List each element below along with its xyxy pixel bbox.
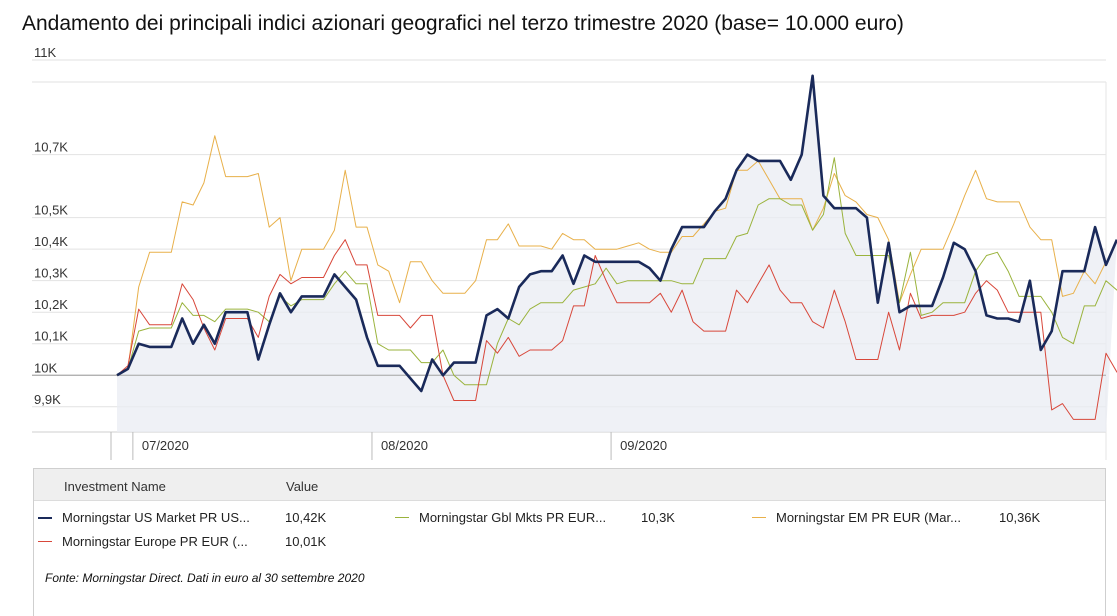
legend-value-em: 10,36K <box>999 510 1041 525</box>
y-tick-label: 10K <box>34 360 57 375</box>
series-line-morningstar-us-market-pr-us <box>116 74 1117 393</box>
area-fill-us-market <box>117 75 1117 433</box>
legend-panel: Investment Name Value Morningstar US Mar… <box>33 468 1106 616</box>
legend-swatch-em <box>752 517 766 518</box>
legend-name-europe: Morningstar Europe PR EUR (... <box>62 534 248 549</box>
legend-header: Investment Name Value <box>34 469 1105 501</box>
y-tick-label: 10,1K <box>34 329 68 344</box>
x-tick-label: 09/2020 <box>620 438 667 453</box>
legend-value-gbl: 10,3K <box>641 510 675 525</box>
x-tick-label: 08/2020 <box>381 438 428 453</box>
col-value: Value <box>286 479 319 494</box>
y-tick-label: 11K <box>34 45 56 60</box>
y-tick-label: 10,7K <box>34 140 68 155</box>
legend-swatch-us <box>38 517 52 519</box>
legend-row-1: Morningstar US Market PR US... 10,42K Mo… <box>34 506 1104 530</box>
series-line-morningstar-europe-pr-eur <box>116 239 1117 420</box>
source-note: Fonte: Morningstar Direct. Dati in euro … <box>45 571 365 585</box>
y-tick-label: 10,2K <box>34 297 68 312</box>
legend-swatch-europe <box>38 541 52 542</box>
legend-name-em: Morningstar EM PR EUR (Mar... <box>776 510 961 525</box>
series-line-morningstar-em-pr-eur <box>116 135 1107 376</box>
legend-swatch-gbl <box>395 517 409 518</box>
legend-value-europe: 10,01K <box>285 534 327 549</box>
x-tick-label: 07/2020 <box>142 438 189 453</box>
y-tick-label: 10,5K <box>34 203 68 218</box>
legend-row-2: Morningstar Europe PR EUR (... 10,01K <box>34 530 1104 554</box>
legend-name-us: Morningstar US Market PR US... <box>62 510 250 525</box>
y-tick-label: 9,9K <box>34 392 61 407</box>
legend-value-us: 10,42K <box>285 510 327 525</box>
y-tick-label: 10,3K <box>34 266 68 281</box>
col-investment-name: Investment Name <box>64 479 166 494</box>
line-chart: 9,9K 10K 10,1K 10,2K 10,3K 10,4K 10,5K 10,7K 11K… <box>32 45 1117 460</box>
page-title: Andamento dei principali indici azionari… <box>22 12 904 35</box>
y-tick-label: 10,4K <box>34 234 68 249</box>
legend-name-gbl: Morningstar Gbl Mkts PR EUR... <box>419 510 607 525</box>
